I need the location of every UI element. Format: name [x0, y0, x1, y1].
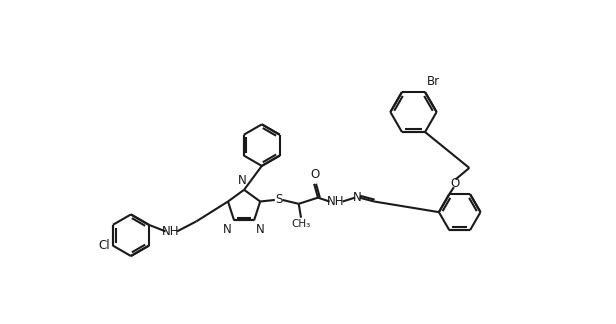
Text: O: O	[310, 168, 320, 181]
Text: N: N	[223, 223, 232, 236]
Text: O: O	[451, 177, 460, 190]
Text: Cl: Cl	[98, 239, 110, 252]
Text: N: N	[238, 175, 247, 188]
Text: CH₃: CH₃	[291, 219, 310, 229]
Text: NH: NH	[327, 195, 344, 208]
Text: S: S	[275, 193, 282, 206]
Text: N: N	[353, 191, 362, 204]
Text: N: N	[256, 223, 264, 236]
Text: NH: NH	[162, 225, 180, 238]
Text: Br: Br	[427, 75, 440, 88]
